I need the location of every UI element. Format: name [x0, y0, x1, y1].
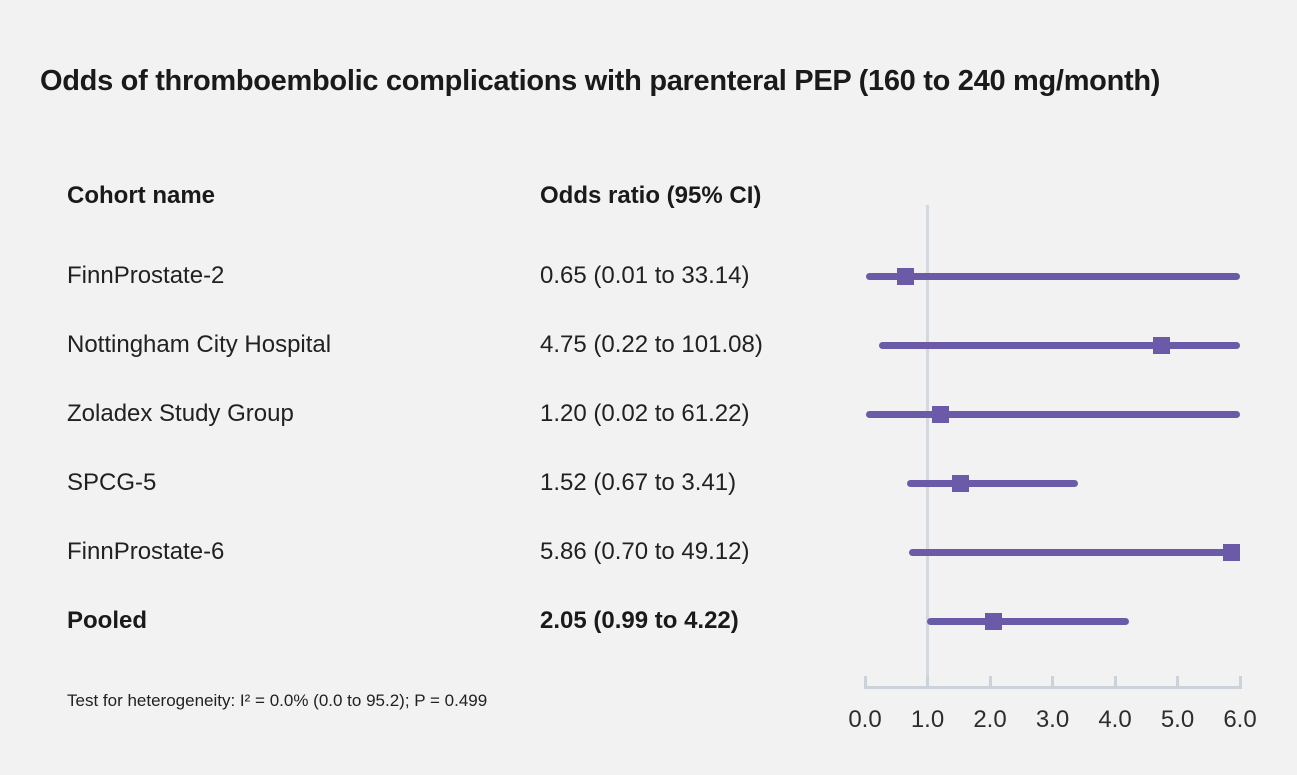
odds-ratio-value-pooled: 2.05 (0.99 to 4.22) [540, 607, 739, 634]
odds-ratio-marker [1153, 336, 1171, 354]
odds-ratio-value: 1.20 (0.02 to 61.22) [540, 400, 750, 427]
cohort-name: Zoladex Study Group [67, 400, 294, 427]
confidence-interval-line [878, 341, 1240, 349]
confidence-interval-line [866, 410, 1240, 418]
cohort-name: Nottingham City Hospital [67, 331, 332, 358]
confidence-interval-line [865, 272, 1240, 280]
pooled-estimate-marker [984, 612, 1002, 630]
x-axis-tick [1238, 676, 1242, 688]
confidence-interval-line [908, 548, 1240, 556]
heterogeneity-footnote: Test for heterogeneity: I² = 0.0% (0.0 t… [67, 691, 488, 710]
x-axis-tick-label: 0.0 [848, 706, 882, 733]
odds-ratio-value: 0.65 (0.01 to 33.14) [540, 262, 750, 289]
x-axis-tick [1113, 676, 1117, 688]
cohort-column-header: Cohort name [67, 182, 216, 209]
x-axis-tick-label: 5.0 [1160, 706, 1195, 733]
odds-ratio-marker [951, 474, 969, 492]
confidence-interval-line [906, 479, 1079, 487]
x-axis-tick [863, 676, 867, 688]
x-axis-tick-label: 4.0 [1098, 706, 1132, 733]
x-axis-tick-label: 2.0 [973, 706, 1007, 733]
cohort-name: FinnProstate-6 [67, 538, 225, 565]
x-axis-tick [926, 676, 929, 688]
cohort-name: FinnProstate-2 [67, 262, 225, 289]
odds-ratio-marker [1222, 543, 1240, 561]
confidence-interval-line [926, 617, 1129, 625]
cohort-name-pooled: Pooled [67, 607, 148, 634]
x-axis-tick-label: 3.0 [1035, 706, 1070, 733]
x-axis-tick-label: 1.0 [910, 706, 945, 733]
odds-ratio-value: 1.52 (0.67 to 3.41) [540, 469, 737, 496]
x-axis-tick-label: 6.0 [1223, 706, 1257, 733]
cohort-name: SPCG-5 [67, 469, 157, 496]
reference-line-or-1 [926, 205, 929, 688]
x-axis-tick [988, 676, 992, 688]
odds-ratio-value: 4.75 (0.22 to 101.08) [540, 331, 763, 358]
x-axis-tick [1176, 676, 1179, 688]
chart-title: Odds of thromboembolic complications wit… [40, 65, 1161, 97]
odds-ratio-value: 5.86 (0.70 to 49.12) [540, 538, 750, 565]
odds-ratio-column-header: Odds ratio (95% CI) [540, 182, 762, 209]
odds-ratio-marker [931, 405, 949, 423]
x-axis-tick [1051, 676, 1054, 688]
odds-ratio-marker [897, 267, 915, 285]
